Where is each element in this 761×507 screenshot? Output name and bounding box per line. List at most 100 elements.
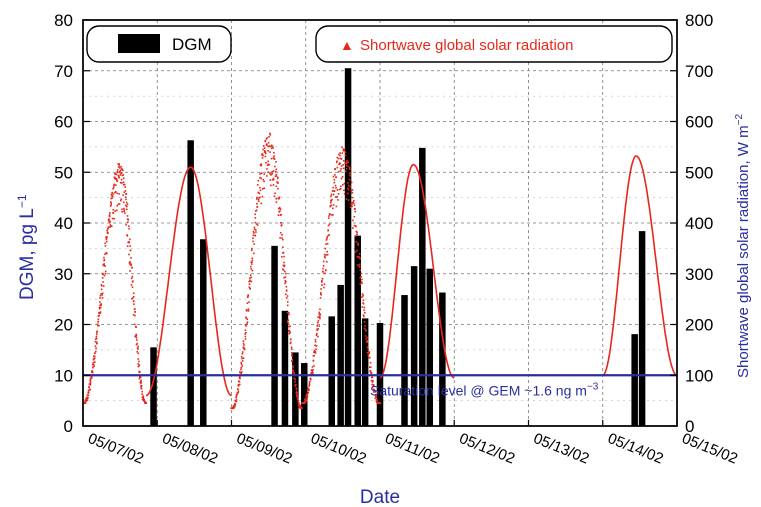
- solar-point: [343, 189, 345, 192]
- solar-point: [256, 184, 259, 186]
- solar-point: [260, 172, 263, 175]
- solar-point: [321, 279, 323, 282]
- solar-point: [261, 195, 264, 198]
- solar-point: [260, 164, 262, 167]
- solar-point: [309, 378, 312, 381]
- solar-point: [234, 399, 237, 402]
- solar-point: [365, 329, 367, 332]
- solar-point: [361, 293, 364, 295]
- solar-point: [328, 223, 331, 226]
- solar-point: [318, 311, 321, 314]
- solar-point: [124, 212, 126, 214]
- legend-solar-box: [315, 25, 673, 63]
- dgm-bar: [344, 68, 352, 427]
- solar-point: [296, 396, 299, 398]
- solar-point: [313, 351, 315, 353]
- solar-point: [292, 369, 295, 372]
- solar-point: [122, 169, 124, 172]
- solar-point: [113, 183, 115, 186]
- solar-point: [369, 366, 372, 369]
- solar-point: [319, 308, 321, 311]
- solar-point: [125, 198, 127, 201]
- solar-point: [276, 177, 279, 180]
- solar-point: [249, 277, 251, 279]
- solar-point: [288, 332, 291, 335]
- solar-point: [114, 178, 117, 180]
- solar-point: [247, 295, 249, 298]
- solar-point: [90, 375, 93, 378]
- solar-point: [136, 350, 139, 353]
- solar-point: [266, 144, 268, 147]
- solar-point: [305, 400, 307, 403]
- solar-point: [369, 370, 372, 372]
- solar-point: [254, 229, 257, 231]
- solar-point: [89, 388, 92, 391]
- solar-point: [87, 390, 90, 392]
- solar-point: [273, 195, 276, 198]
- solar-point: [339, 162, 342, 165]
- solar-point: [326, 242, 329, 245]
- solar-point: [137, 345, 139, 348]
- solar-point: [328, 215, 330, 217]
- solar-point: [101, 272, 104, 275]
- solar-point: [313, 349, 316, 352]
- solar-point: [311, 370, 314, 372]
- solar-point: [262, 154, 264, 157]
- solar-point: [354, 251, 357, 253]
- solar-point: [314, 340, 317, 343]
- solar-point: [262, 145, 265, 147]
- solar-point: [250, 276, 253, 279]
- solar-point: [104, 242, 107, 245]
- solar-point: [252, 240, 254, 243]
- solar-point: [121, 172, 123, 174]
- solar-point: [140, 387, 143, 390]
- solar-point: [373, 385, 375, 388]
- solar-point: [325, 243, 327, 245]
- solar-point: [339, 152, 341, 154]
- solar-point: [130, 264, 132, 267]
- solar-point: [106, 231, 109, 234]
- solar-point: [96, 323, 99, 326]
- solar-point: [275, 168, 278, 171]
- solar-point: [129, 261, 131, 263]
- solar-point: [143, 400, 146, 403]
- solar-point: [236, 393, 238, 396]
- solar-point: [339, 185, 342, 188]
- solar-point: [272, 178, 275, 181]
- solar-point: [110, 193, 113, 196]
- solar-point: [113, 217, 116, 220]
- solar-point: [256, 224, 259, 226]
- solar-point: [363, 315, 365, 318]
- solar-point: [337, 199, 339, 201]
- solar-point: [296, 391, 298, 394]
- solar-point: [353, 215, 356, 218]
- solar-point: [129, 270, 131, 272]
- solar-point: [110, 203, 112, 206]
- solar-point: [329, 205, 332, 207]
- solar-point: [118, 193, 120, 195]
- solar-point: [311, 366, 314, 368]
- solar-point: [332, 186, 334, 189]
- solar-point: [123, 209, 126, 212]
- solar-point: [263, 173, 266, 175]
- solar-point: [376, 401, 379, 404]
- solar-point: [259, 173, 261, 175]
- solar-point: [260, 177, 263, 180]
- solar-point: [308, 380, 311, 383]
- solar-point: [326, 250, 328, 253]
- solar-point: [285, 280, 287, 283]
- solar-point: [344, 162, 346, 164]
- solar-point: [305, 399, 308, 402]
- solar-point: [335, 205, 338, 208]
- solar-point: [355, 230, 358, 233]
- solar-point: [94, 340, 97, 343]
- solar-point: [99, 304, 101, 307]
- solar-point: [240, 361, 242, 364]
- solar-point: [273, 152, 275, 154]
- solar-point: [338, 188, 341, 191]
- solar-point: [129, 238, 131, 241]
- solar-point: [267, 160, 269, 163]
- solar-point: [336, 160, 338, 163]
- solar-point: [342, 164, 344, 166]
- solar-point: [375, 395, 378, 398]
